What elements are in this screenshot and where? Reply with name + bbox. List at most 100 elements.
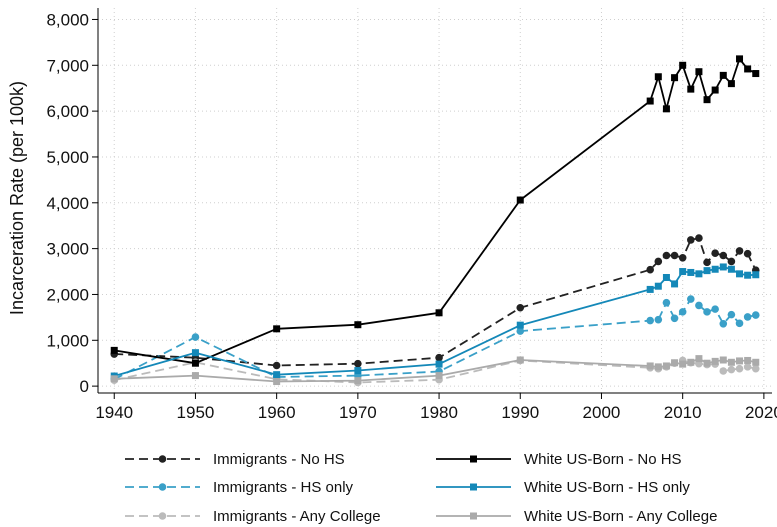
- data-point: [743, 313, 752, 321]
- legend-label: White US-Born - No HS: [524, 451, 682, 468]
- data-point: [744, 271, 752, 279]
- data-point: [662, 251, 671, 260]
- data-point: [687, 268, 695, 276]
- data-point: [751, 364, 760, 373]
- data-point: [727, 265, 735, 273]
- data-point: [662, 105, 670, 113]
- data-point: [743, 249, 752, 258]
- data-point: [671, 280, 679, 288]
- y-tick-label: 6,000: [46, 102, 89, 121]
- data-point: [654, 282, 662, 290]
- data-point: [646, 362, 654, 370]
- data-point: [654, 257, 663, 266]
- data-point: [703, 308, 711, 316]
- data-point: [727, 358, 735, 366]
- data-point: [191, 372, 199, 380]
- tick-labels: 0 1,000 2,000 3,000 4,000 5,000 6,000 7,000 8,00…: [46, 10, 777, 422]
- data-point: [735, 364, 744, 373]
- data-point: [711, 265, 719, 273]
- y-tick-label: 5,000: [46, 148, 89, 167]
- data-point: [435, 360, 443, 368]
- series-2: [110, 295, 760, 384]
- data-point: [678, 253, 687, 262]
- legend-item: White US-Born - Any College: [436, 508, 717, 525]
- series-4: [110, 55, 760, 367]
- data-point: [711, 249, 719, 258]
- x-tick-label: 1990: [501, 403, 539, 422]
- data-point: [354, 377, 362, 385]
- data-point: [678, 308, 687, 316]
- data-point: [272, 361, 281, 370]
- data-point: [435, 353, 443, 362]
- x-tick-label: 1980: [420, 403, 458, 422]
- data-point: [719, 319, 728, 328]
- data-point: [703, 359, 711, 367]
- data-point: [752, 70, 760, 78]
- data-point: [727, 80, 735, 88]
- legend-item: Immigrants - HS only: [125, 479, 354, 496]
- data-point: [435, 372, 443, 380]
- data-point: [695, 301, 703, 310]
- data-point: [646, 285, 654, 293]
- data-point: [191, 349, 199, 357]
- data-point: [679, 360, 687, 368]
- data-point: [654, 73, 662, 81]
- data-point: [752, 271, 760, 279]
- data-point: [516, 327, 525, 335]
- series-line: [114, 237, 757, 367]
- data-point: [686, 236, 695, 244]
- data-point: [736, 357, 744, 365]
- y-tick-label: 7,000: [46, 56, 89, 75]
- plot-area: [110, 55, 760, 387]
- data-point: [662, 298, 671, 307]
- data-point: [646, 97, 654, 105]
- y-tick-label: 1,000: [46, 331, 89, 350]
- data-point: [110, 375, 118, 383]
- y-tick-label: 0: [80, 377, 89, 396]
- data-point: [354, 367, 362, 375]
- data-point: [735, 247, 744, 255]
- x-tick-label: 2000: [583, 403, 621, 422]
- x-tick-label: 1940: [95, 403, 133, 422]
- legend-swatch-marker: [158, 483, 167, 491]
- data-point: [191, 359, 199, 367]
- data-point: [695, 270, 703, 278]
- x-tick-label: 1970: [339, 403, 377, 422]
- legend-swatch-marker: [158, 455, 167, 463]
- legend-label: White US-Born - Any College: [524, 508, 717, 525]
- data-point: [703, 96, 711, 104]
- data-point: [744, 65, 752, 73]
- data-point: [695, 68, 703, 76]
- legend: Immigrants - No HS Immigrants - HS only Im…: [125, 451, 717, 525]
- data-point: [273, 325, 281, 333]
- data-point: [711, 357, 719, 365]
- legend-item: White US-Born - No HS: [436, 451, 682, 468]
- y-tick-label: 4,000: [46, 194, 89, 213]
- data-point: [671, 359, 679, 367]
- legend-item: Immigrants - Any College: [125, 508, 381, 525]
- data-point: [516, 196, 524, 204]
- data-point: [751, 311, 760, 319]
- y-tick-label: 3,000: [46, 240, 89, 259]
- series-6: [110, 355, 760, 386]
- x-tick-label: 1960: [258, 403, 296, 422]
- data-point: [727, 365, 736, 374]
- legend-label: Immigrants - No HS: [213, 451, 345, 468]
- data-point: [679, 268, 687, 276]
- data-point: [646, 265, 654, 274]
- data-point: [695, 234, 703, 242]
- legend-swatch-marker: [470, 512, 477, 520]
- data-point: [711, 305, 719, 313]
- data-point: [687, 358, 695, 366]
- data-point: [703, 258, 711, 267]
- data-point: [686, 295, 695, 303]
- data-point: [727, 257, 736, 266]
- legend-swatch-marker: [158, 512, 167, 520]
- x-tick-label: 2010: [664, 403, 702, 422]
- data-point: [654, 315, 663, 324]
- data-point: [735, 319, 744, 328]
- axes: [92, 8, 772, 399]
- data-point: [719, 263, 727, 271]
- x-tick-label: 1950: [177, 403, 215, 422]
